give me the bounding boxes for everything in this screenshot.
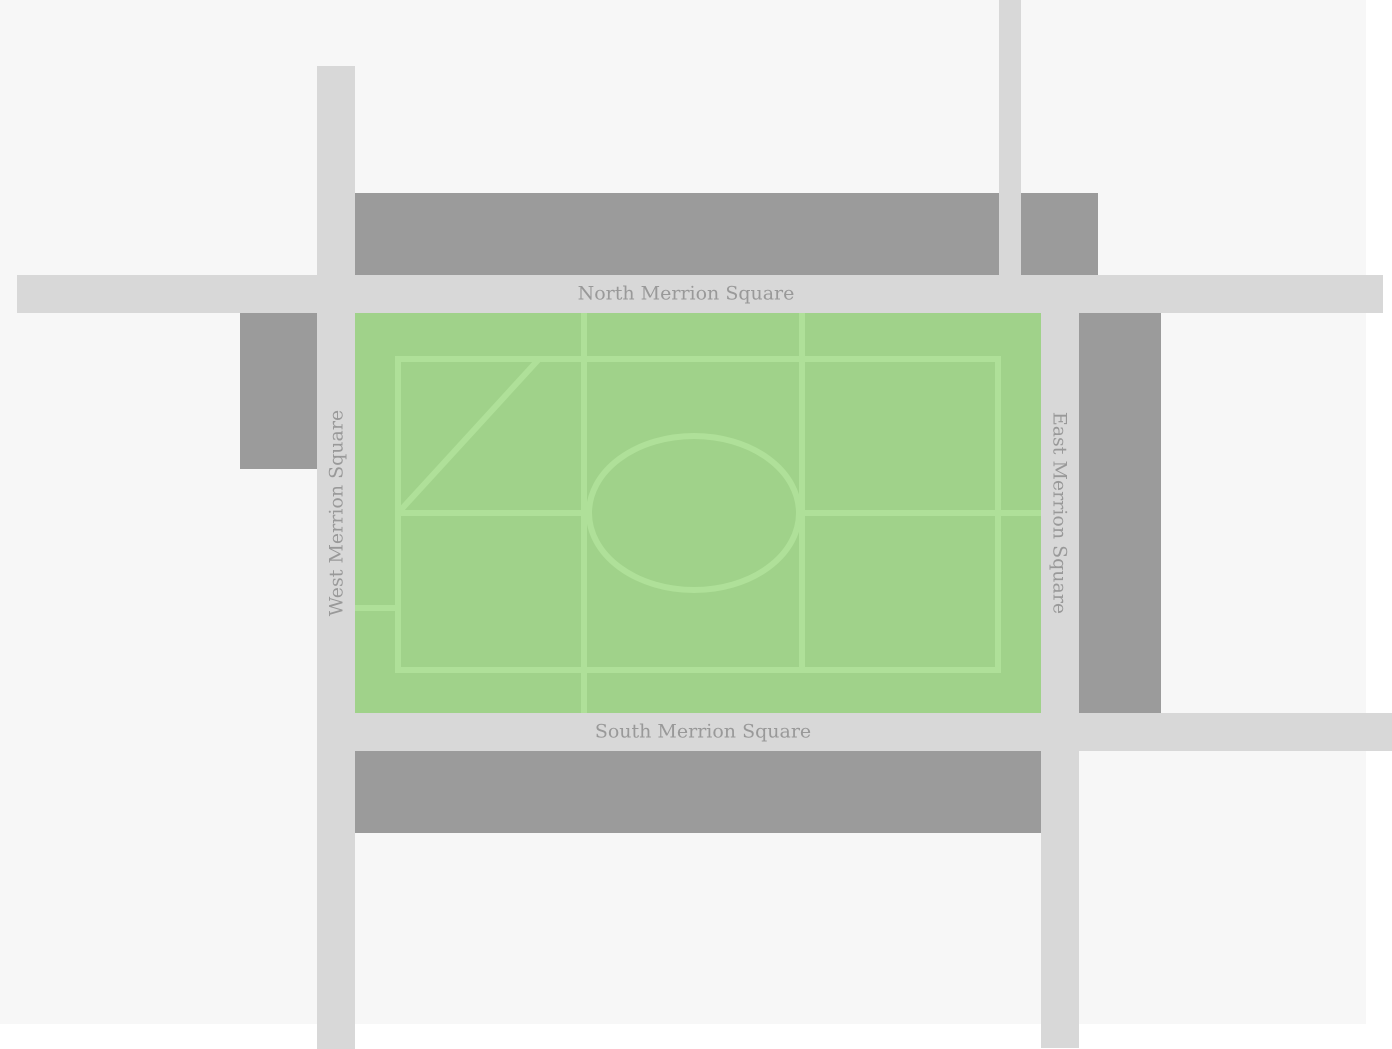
road-west-merrion-square[interactable] (317, 66, 355, 1049)
path-diagonal (395, 356, 542, 516)
road-north-merrion-square[interactable] (17, 275, 1383, 313)
road-north-connector[interactable] (999, 0, 1021, 275)
building-south[interactable] (355, 751, 1041, 833)
road-east-merrion-square[interactable] (1041, 313, 1079, 1048)
building-east[interactable] (1079, 313, 1161, 714)
building-north[interactable] (355, 193, 1098, 275)
road-south-merrion-square[interactable] (355, 713, 1392, 751)
central-oval-path (586, 433, 802, 593)
park-paths (355, 313, 1041, 713)
building-west[interactable] (240, 313, 317, 469)
path-network (355, 313, 1041, 713)
